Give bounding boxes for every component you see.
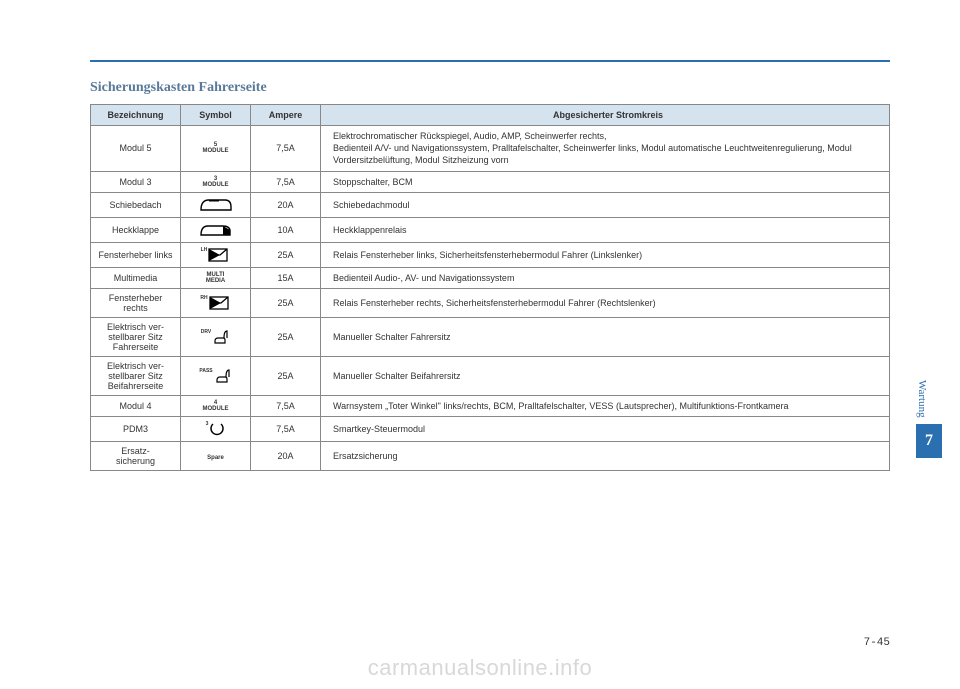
cell-name: Schiebedach [91,192,181,217]
cell-ampere: 25A [251,288,321,317]
table-row: Modul 4 4MODULE 7,5A Warnsystem „Toter W… [91,395,890,416]
fuse-table: Bezeichnung Symbol Ampere Abgesicherter … [90,104,890,471]
table-row: Elektrisch ver-stellbarer Sitz Fahrersei… [91,317,890,356]
cell-name: Heckklappe [91,217,181,242]
cell-desc: Heckklappenrelais [321,217,890,242]
page-number: 7-45 [864,637,890,649]
cell-symbol: RH [181,288,251,317]
cell-symbol [181,217,251,242]
cell-desc: Smartkey-Steuermodul [321,416,890,441]
table-row: Schiebedach 20A Schiebedachmodul [91,192,890,217]
table-row: Multimedia MULTIMEDIA 15A Bedienteil Aud… [91,267,890,288]
cell-name: Modul 4 [91,395,181,416]
table-row: Modul 5 5MODULE 7,5A Elektrochromatische… [91,126,890,171]
cell-ampere: 15A [251,267,321,288]
cell-desc: Elektrochromatischer Rückspiegel, Audio,… [321,126,890,171]
cell-name: Modul 3 [91,171,181,192]
cell-name: Fensterheber rechts [91,288,181,317]
cell-desc: Ersatzsicherung [321,441,890,470]
th-symbol: Symbol [181,105,251,126]
cell-ampere: 20A [251,192,321,217]
cell-symbol: LH [181,242,251,267]
cell-name: PDM3 [91,416,181,441]
cell-symbol: PASS [181,356,251,395]
cell-name: Elektrisch ver-stellbarer Sitz Beifahrer… [91,356,181,395]
cell-symbol: 3 [181,416,251,441]
cell-ampere: 10A [251,217,321,242]
cell-ampere: 7,5A [251,416,321,441]
cell-ampere: 7,5A [251,171,321,192]
watermark: carmanualsonline.info [368,655,593,681]
cell-name: Multimedia [91,267,181,288]
cell-desc: Manueller Schalter Beifahrersitz [321,356,890,395]
cell-symbol: 3MODULE [181,171,251,192]
cell-ampere: 25A [251,317,321,356]
side-chapter: 7 [916,424,942,458]
section-title: Sicherungskasten Fahrerseite [90,80,890,96]
cell-symbol: Spare [181,441,251,470]
cell-desc: Relais Fensterheber rechts, Sicherheitsf… [321,288,890,317]
cell-symbol: 4MODULE [181,395,251,416]
cell-desc: Relais Fensterheber links, Sicherheitsfe… [321,242,890,267]
cell-symbol: MULTIMEDIA [181,267,251,288]
cell-ampere: 7,5A [251,395,321,416]
cell-desc: Manueller Schalter Fahrersitz [321,317,890,356]
cell-desc: Bedienteil Audio-, AV- und Navigationssy… [321,267,890,288]
cell-desc: Stoppschalter, BCM [321,171,890,192]
table-row: Modul 3 3MODULE 7,5A Stoppschalter, BCM [91,171,890,192]
cell-ampere: 20A [251,441,321,470]
cell-name: Elektrisch ver-stellbarer Sitz Fahrersei… [91,317,181,356]
side-tab: Wartung 7 [916,380,942,458]
cell-symbol [181,192,251,217]
cell-symbol: DRV [181,317,251,356]
cell-ampere: 7,5A [251,126,321,171]
table-row: Elektrisch ver-stellbarer Sitz Beifahrer… [91,356,890,395]
table-row: Fensterheber links LH 25A Relais Fenster… [91,242,890,267]
th-name: Bezeichnung [91,105,181,126]
table-row: Heckklappe 10A Heckklappenrelais [91,217,890,242]
cell-ampere: 25A [251,242,321,267]
side-label: Wartung [916,380,928,418]
top-rule [90,60,890,62]
cell-symbol: 5MODULE [181,126,251,171]
cell-name: Modul 5 [91,126,181,171]
table-row: Ersatz-sicherung Spare 20A Ersatzsicheru… [91,441,890,470]
cell-name: Ersatz-sicherung [91,441,181,470]
table-row: Fensterheber rechts RH 25A Relais Fenste… [91,288,890,317]
table-header-row: Bezeichnung Symbol Ampere Abgesicherter … [91,105,890,126]
th-circuit: Abgesicherter Stromkreis [321,105,890,126]
page: Sicherungskasten Fahrerseite Bezeichnung… [0,0,960,689]
th-ampere: Ampere [251,105,321,126]
cell-desc: Warnsystem „Toter Winkel" links/rechts, … [321,395,890,416]
cell-desc: Schiebedachmodul [321,192,890,217]
cell-name: Fensterheber links [91,242,181,267]
cell-ampere: 25A [251,356,321,395]
table-row: PDM3 3 7,5A Smartkey-Steuermodul [91,416,890,441]
